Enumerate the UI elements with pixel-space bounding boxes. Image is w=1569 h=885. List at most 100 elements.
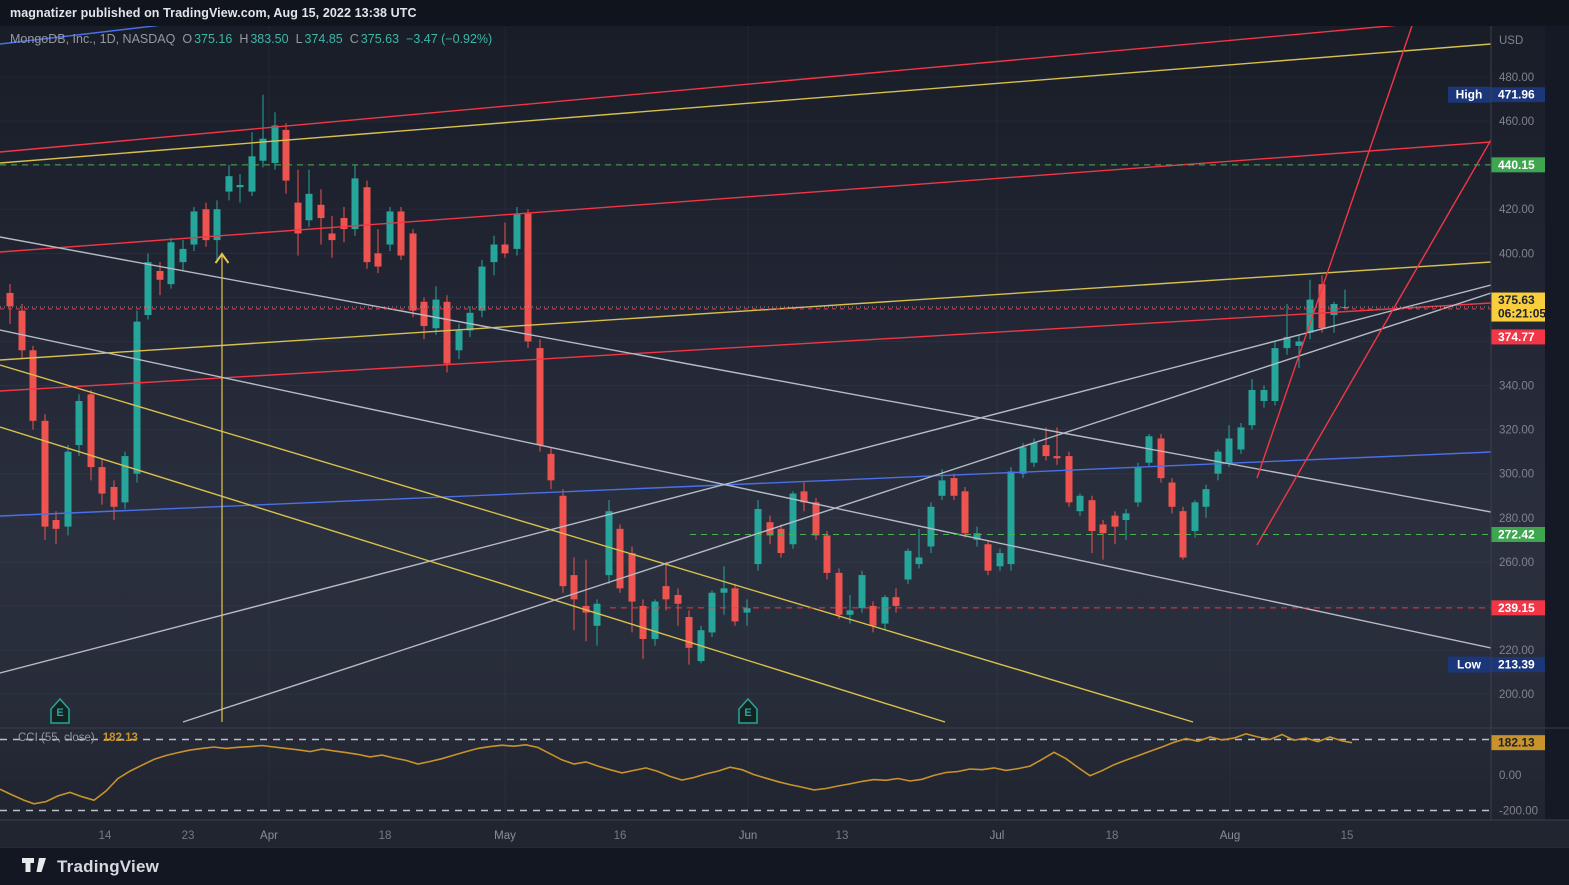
- candle-body: [190, 211, 198, 245]
- candle: [524, 209, 532, 349]
- candle-body: [1318, 284, 1326, 329]
- brand-name[interactable]: TradingView: [57, 856, 160, 876]
- price-tick-label: 340.00: [1499, 381, 1534, 393]
- candle: [1214, 449, 1222, 481]
- candle: [1111, 511, 1119, 545]
- candle-body: [1179, 511, 1187, 558]
- price-badge-text: 375.63: [1498, 293, 1535, 307]
- close-value: 375.63: [360, 32, 400, 46]
- candle-body: [835, 572, 843, 615]
- cci-tick-label: 0.00: [1499, 770, 1521, 782]
- candle: [317, 189, 325, 245]
- candle: [1283, 304, 1291, 355]
- trendline-yellow-channel-top: [0, 43, 1491, 164]
- price-tick-label: 220.00: [1499, 645, 1534, 657]
- candle: [110, 480, 118, 521]
- price-badge-box: [1491, 87, 1545, 103]
- attribution-bar: magnatizer published on TradingView.com,…: [0, 0, 1569, 26]
- candle: [708, 590, 716, 637]
- candle-body: [420, 301, 428, 327]
- candle: [29, 345, 37, 430]
- candle-body: [846, 610, 854, 615]
- candle-body: [1271, 348, 1279, 401]
- candle: [823, 531, 831, 580]
- candle-body: [75, 400, 83, 446]
- candle-body: [1306, 299, 1314, 333]
- price-badge-440.15: 440.15: [1491, 157, 1545, 173]
- candle-body: [823, 535, 831, 573]
- price-levels-layer: [0, 164, 1491, 609]
- time-axis[interactable]: 14 23 Apr 18 May 16 Jun 13 Jul 18 Aug 15: [99, 830, 1354, 842]
- candle-body: [1065, 456, 1073, 503]
- candle-body: [294, 202, 302, 234]
- candle: [18, 304, 26, 360]
- candle-body: [961, 491, 969, 534]
- tradingview-logo[interactable]: [22, 857, 48, 877]
- trendline-red-steep-a: [1256, 26, 1413, 479]
- candle-body: [478, 266, 486, 311]
- candle: [386, 207, 394, 252]
- earnings-icon-letter: E: [744, 707, 751, 719]
- candle: [121, 451, 129, 509]
- candle: [294, 169, 302, 256]
- candle-body: [593, 603, 601, 626]
- candle-body: [179, 248, 187, 263]
- time-label-Apr: Apr: [260, 830, 278, 842]
- candle: [915, 528, 923, 569]
- price-tick-label: 200.00: [1499, 689, 1534, 701]
- candle: [662, 561, 670, 611]
- price-badge-box: [1491, 157, 1545, 173]
- candle: [1042, 427, 1050, 461]
- candle: [800, 482, 808, 512]
- indicator-title[interactable]: CCI (55, close): [18, 732, 95, 744]
- candle-body: [29, 350, 37, 421]
- candle: [938, 469, 946, 501]
- candle: [1271, 341, 1279, 406]
- footer-bar: TradingView: [0, 848, 1569, 885]
- candle: [777, 524, 785, 558]
- price-badge-text: 182.13: [1498, 736, 1535, 750]
- candle: [881, 594, 889, 631]
- candle-body: [869, 605, 877, 626]
- candle-body: [800, 491, 808, 503]
- price-axis[interactable]: USD480.00460.00420.00400.00380.00340.003…: [1448, 35, 1546, 818]
- cci-plot: [0, 732, 1491, 812]
- symbol-title[interactable]: MongoDB, Inc., 1D, NASDAQ: [10, 32, 176, 46]
- candle-body: [1030, 442, 1038, 463]
- arrow-up-icon: [214, 252, 230, 264]
- price-badge-text: 471.96: [1498, 88, 1535, 102]
- candle: [639, 599, 647, 659]
- price-tick-label: 280.00: [1499, 513, 1534, 525]
- candle: [1295, 334, 1303, 368]
- candle-body: [1088, 500, 1096, 532]
- candle: [835, 568, 843, 620]
- earnings-icon: E: [738, 697, 758, 724]
- candle: [731, 583, 739, 626]
- candle-body: [1007, 471, 1015, 565]
- candle: [754, 500, 762, 571]
- candle-body: [1283, 337, 1291, 349]
- candle-body: [121, 456, 129, 503]
- candle: [259, 94, 267, 168]
- time-label-13: 13: [836, 830, 849, 842]
- price-tick-label: 320.00: [1499, 425, 1534, 437]
- trendline-red-mid: [0, 141, 1491, 253]
- trendline-yellow-desc-b: [0, 426, 946, 723]
- candle: [1134, 462, 1142, 507]
- candle: [616, 524, 624, 593]
- candle-body: [812, 502, 820, 536]
- candle-body: [409, 233, 417, 311]
- candle-body: [904, 550, 912, 580]
- candle-body: [1248, 389, 1256, 426]
- candle-body: [1134, 467, 1142, 503]
- attribution-text: magnatizer published on TradingView.com,…: [10, 6, 417, 20]
- time-label-Jun: Jun: [739, 830, 758, 842]
- price-badge-tag: [1448, 86, 1491, 103]
- time-axis-background: [0, 820, 1569, 848]
- candle: [397, 207, 405, 260]
- trendline-red-channel-top: [0, 26, 1397, 153]
- candle: [1237, 423, 1245, 454]
- axis-currency-label: USD: [1499, 35, 1523, 47]
